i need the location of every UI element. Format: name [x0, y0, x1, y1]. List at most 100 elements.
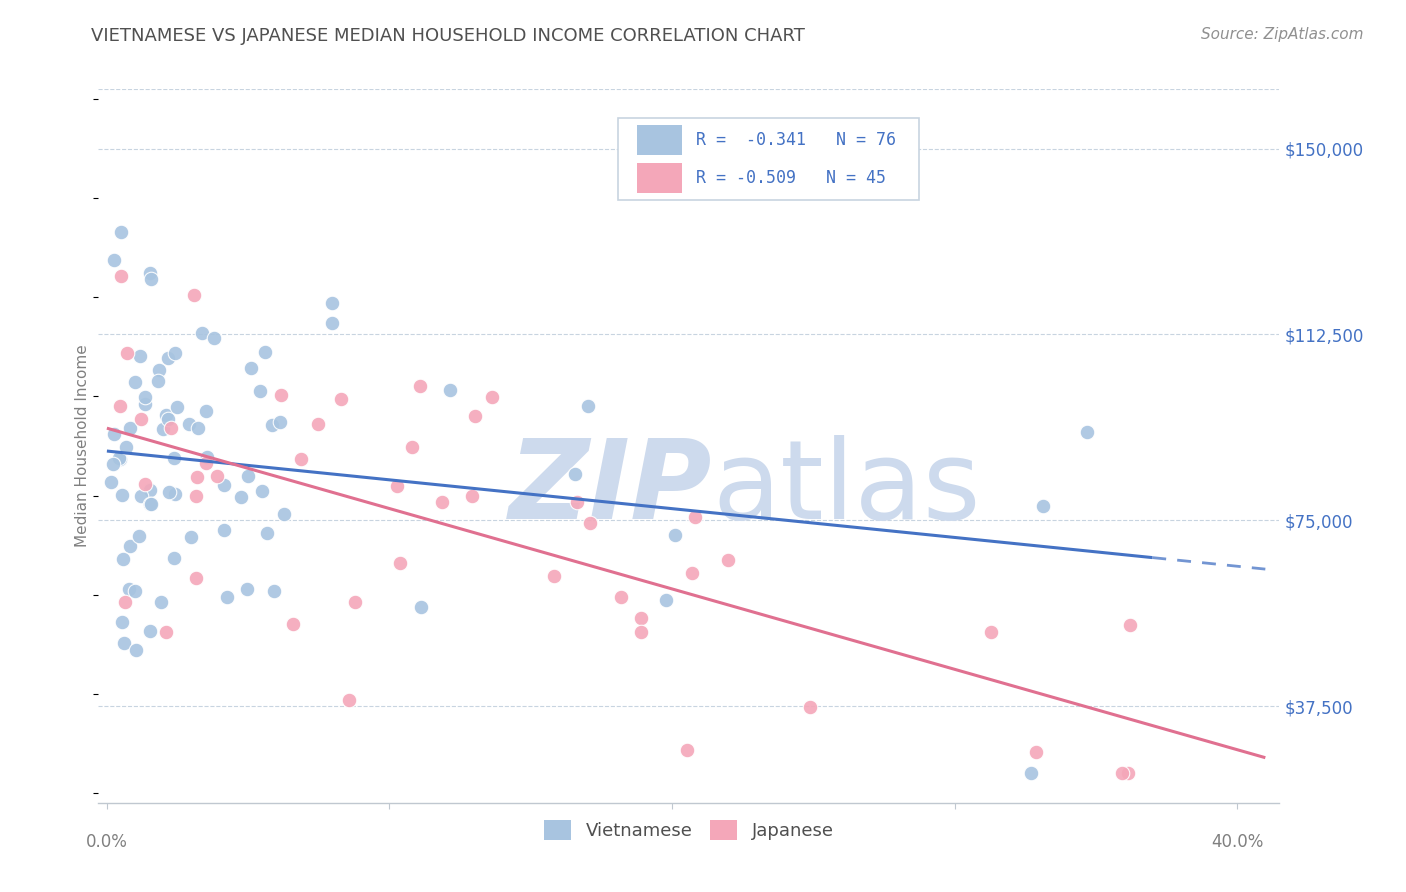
Point — [273, 508, 295, 522]
Point — [256, 526, 278, 541]
Point — [344, 595, 367, 609]
Point — [111, 488, 134, 502]
Point — [307, 417, 329, 431]
Point — [157, 412, 180, 426]
Point — [103, 426, 125, 441]
Text: 40.0%: 40.0% — [1211, 832, 1263, 851]
Point — [118, 421, 141, 435]
Text: atlas: atlas — [713, 435, 981, 542]
Point — [1032, 499, 1054, 513]
Point — [129, 412, 152, 426]
Point — [1021, 766, 1043, 780]
Point — [115, 440, 138, 454]
Point — [249, 384, 271, 399]
Point — [685, 510, 707, 524]
Point — [409, 378, 432, 392]
Point — [1111, 766, 1133, 780]
Point — [139, 498, 162, 512]
Point — [681, 566, 703, 581]
Point — [180, 530, 202, 544]
Point — [141, 272, 163, 286]
Legend: Vietnamese, Japanese: Vietnamese, Japanese — [537, 813, 841, 847]
Point — [236, 469, 259, 483]
Point — [114, 595, 136, 609]
Point — [543, 569, 565, 583]
Point — [460, 489, 482, 503]
Point — [148, 362, 170, 376]
Point — [980, 625, 1002, 640]
Point — [664, 527, 686, 541]
Point — [179, 417, 201, 431]
Point — [385, 479, 408, 493]
Point — [676, 742, 699, 756]
Point — [160, 421, 183, 435]
Point — [432, 494, 454, 508]
Point — [388, 556, 411, 570]
Point — [1025, 745, 1047, 759]
Point — [239, 360, 262, 375]
Point — [655, 592, 678, 607]
Point — [110, 225, 132, 239]
Point — [194, 456, 217, 470]
Point — [183, 287, 205, 301]
Point — [186, 571, 208, 585]
Point — [159, 485, 181, 500]
Point — [567, 494, 589, 508]
Point — [118, 582, 141, 596]
Point — [139, 483, 162, 497]
Point — [1119, 618, 1142, 632]
Point — [576, 399, 599, 413]
Point — [260, 417, 283, 432]
Point — [101, 457, 124, 471]
Point — [165, 346, 187, 360]
Point — [195, 404, 218, 418]
Point — [1076, 425, 1098, 440]
Point — [134, 390, 156, 404]
Point — [115, 345, 138, 359]
Point — [231, 490, 253, 504]
Point — [120, 539, 142, 553]
Point — [150, 595, 173, 609]
Point — [110, 452, 132, 467]
Y-axis label: Median Household Income: Median Household Income — [75, 344, 90, 548]
Point — [163, 450, 186, 465]
Point — [481, 390, 503, 404]
Point — [202, 330, 225, 344]
Point — [139, 624, 162, 638]
Point — [129, 350, 152, 364]
Point — [146, 374, 169, 388]
Point — [108, 399, 131, 413]
Point — [401, 441, 423, 455]
Point — [564, 467, 586, 481]
Point — [717, 553, 740, 567]
FancyBboxPatch shape — [637, 125, 682, 154]
Point — [212, 523, 235, 537]
FancyBboxPatch shape — [637, 163, 682, 194]
Text: 0.0%: 0.0% — [86, 832, 128, 851]
Point — [111, 615, 134, 629]
Point — [124, 375, 146, 389]
Point — [112, 636, 135, 650]
Point — [409, 599, 432, 614]
Point — [321, 316, 343, 330]
Point — [235, 582, 257, 596]
Point — [464, 409, 486, 423]
Point — [163, 551, 186, 566]
Point — [191, 326, 214, 340]
Point — [108, 450, 131, 465]
Point — [112, 552, 135, 566]
Point — [155, 408, 177, 422]
Point — [134, 396, 156, 410]
Point — [799, 699, 821, 714]
Point — [630, 624, 652, 639]
Point — [166, 401, 188, 415]
Point — [129, 490, 152, 504]
Text: VIETNAMESE VS JAPANESE MEDIAN HOUSEHOLD INCOME CORRELATION CHART: VIETNAMESE VS JAPANESE MEDIAN HOUSEHOLD … — [91, 27, 806, 45]
Point — [186, 470, 208, 484]
Point — [609, 590, 631, 604]
Point — [128, 529, 150, 543]
Point — [205, 469, 228, 483]
Point — [252, 484, 274, 499]
Point — [100, 475, 122, 490]
Point — [195, 450, 218, 464]
